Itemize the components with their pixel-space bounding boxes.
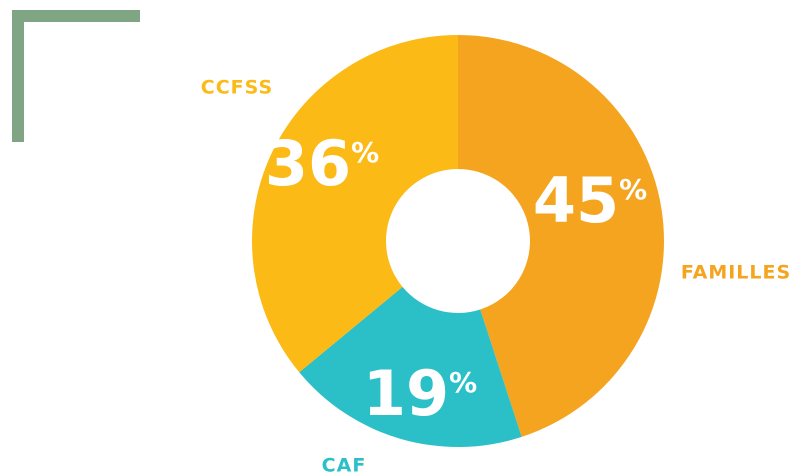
pie-slice — [299, 286, 522, 448]
pie-slice — [458, 35, 664, 437]
value-label: 45% — [533, 164, 647, 237]
category-label: CCFSS — [201, 77, 273, 99]
pie-slice — [251, 35, 458, 373]
category-label: FAMILLES — [681, 262, 791, 284]
value-label: 36% — [265, 127, 379, 200]
category-label: CAF — [322, 455, 367, 476]
value-label: 19% — [363, 357, 477, 430]
corner-decoration — [12, 10, 140, 142]
